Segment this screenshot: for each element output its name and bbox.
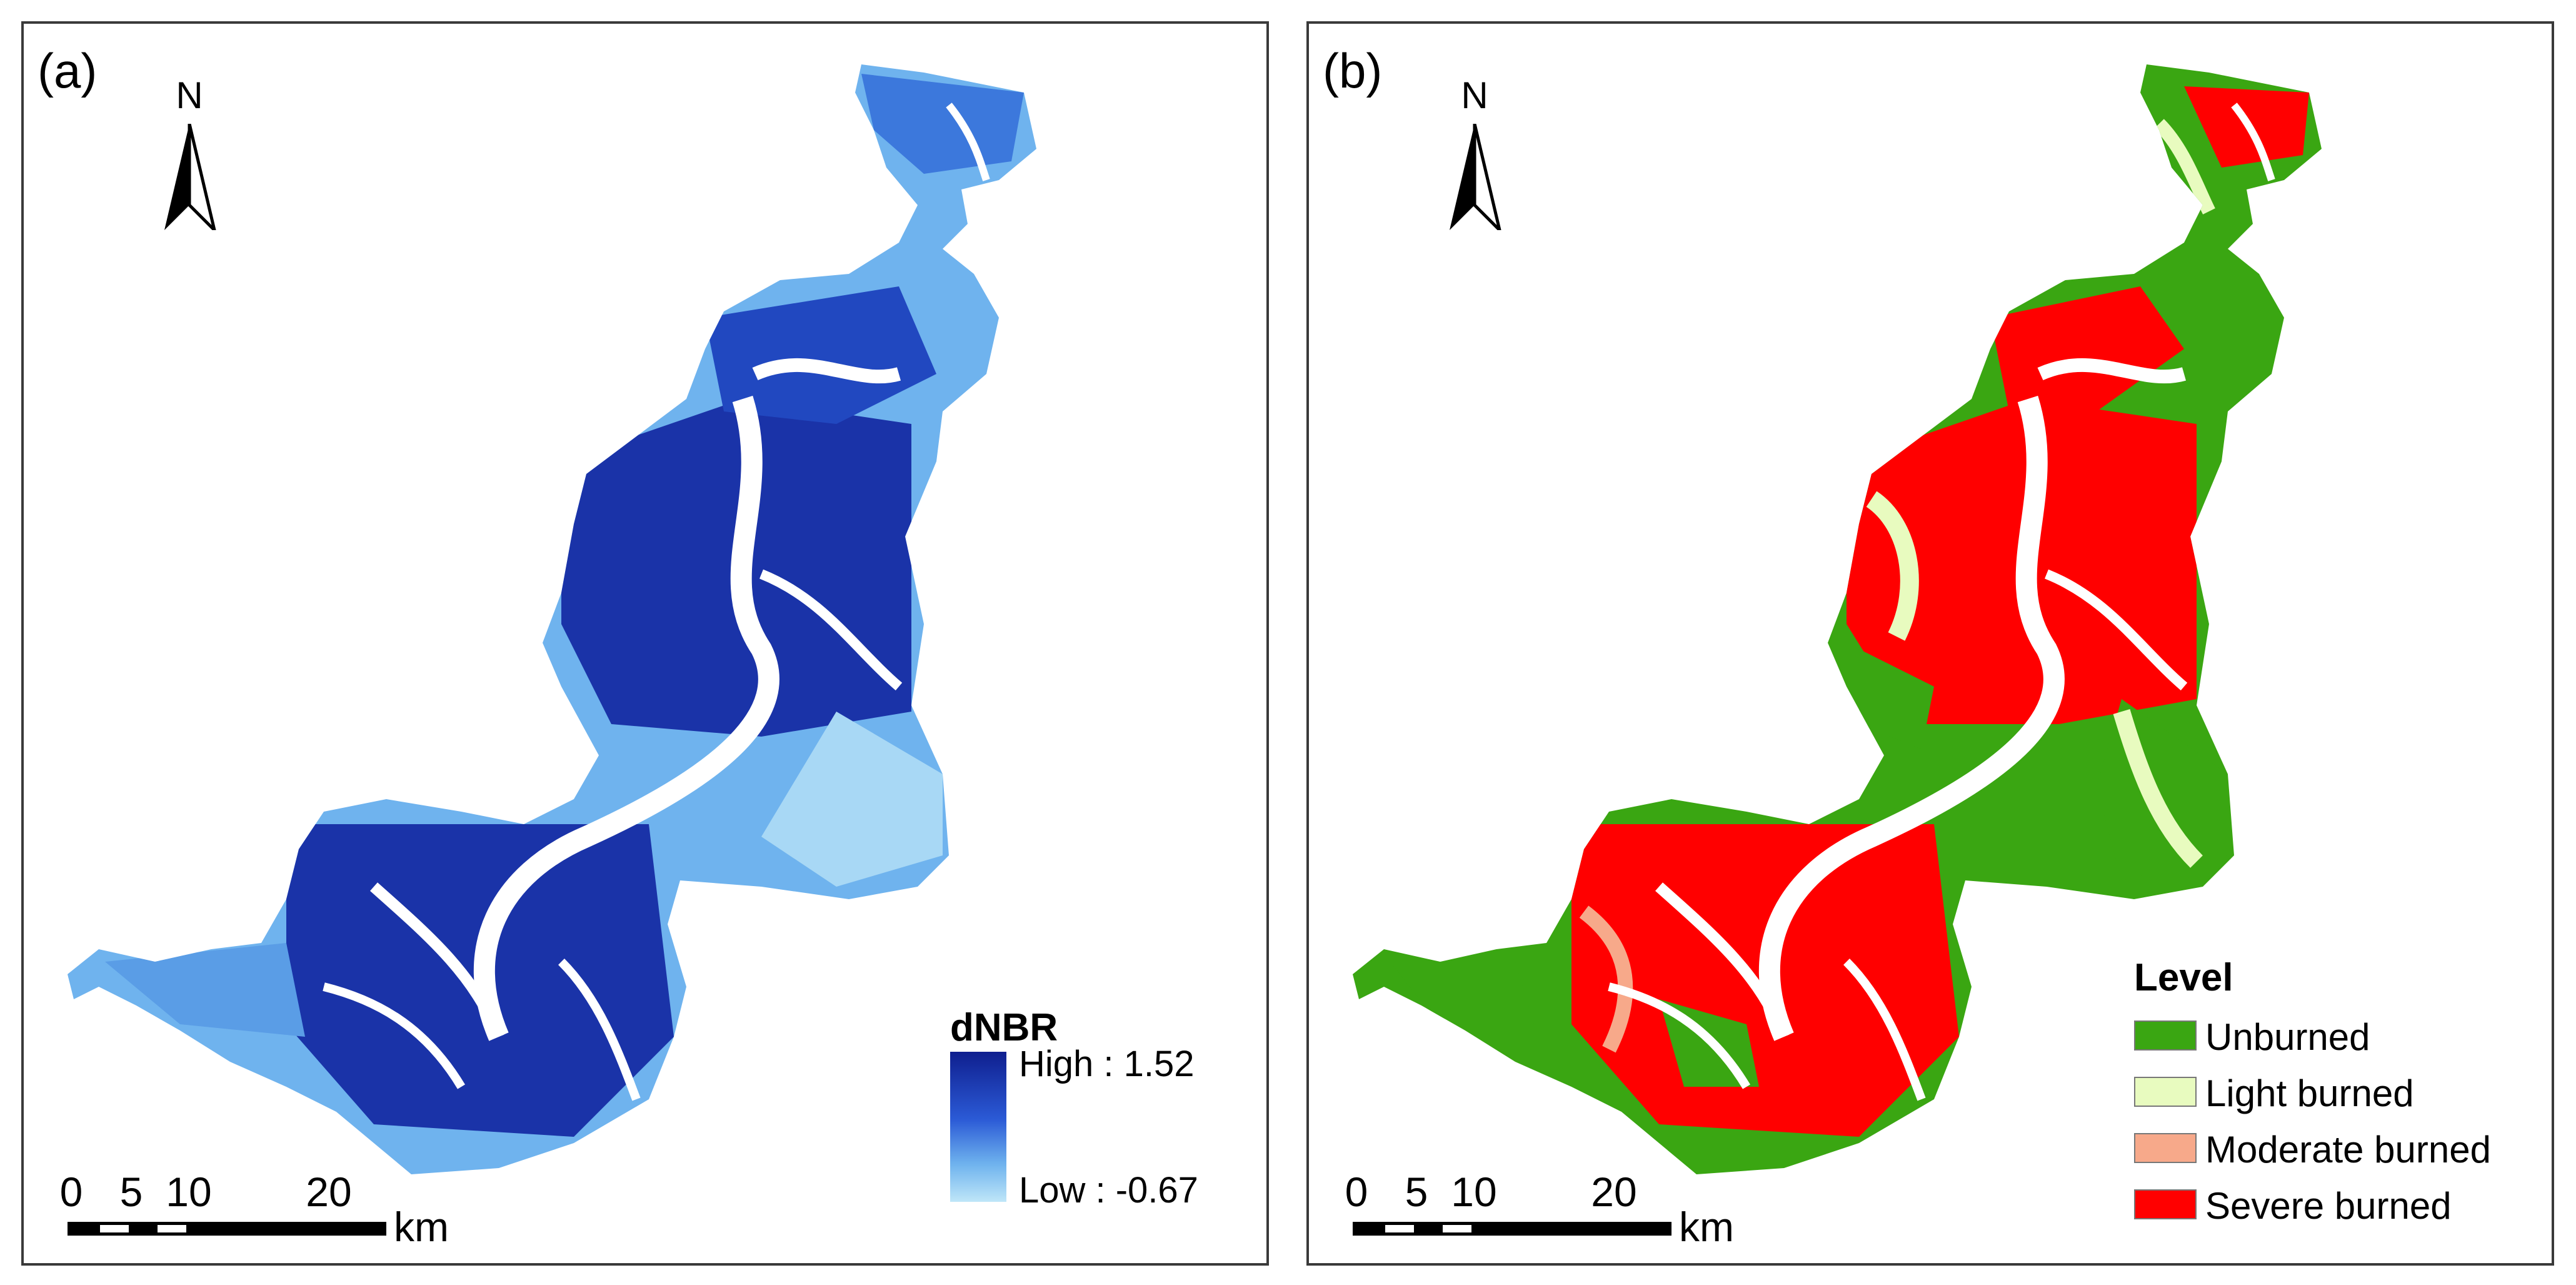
- panel-label: (b): [1323, 43, 1383, 98]
- map-panel-dnbr: (a) N 0 5 10 20 km dNBR High : 1.52 Low …: [21, 21, 1269, 1266]
- legend-label: Unburned: [2205, 1016, 2370, 1058]
- scale-bar: 0 5 10 20 km: [60, 1168, 449, 1256]
- scale-tick: 5: [119, 1169, 143, 1215]
- scale-tick: 5: [1405, 1169, 1428, 1215]
- legend-label: Severe burned: [2205, 1185, 2452, 1227]
- scale-tick: 20: [306, 1169, 352, 1215]
- scale-tick: 10: [1451, 1169, 1497, 1215]
- north-label: N: [1461, 74, 1488, 116]
- scale-unit: km: [394, 1204, 449, 1250]
- legend-low-label: Low : -0.67: [1019, 1170, 1198, 1211]
- burn-severity-map: [1353, 64, 2322, 1174]
- legend-title: dNBR: [950, 1006, 1058, 1049]
- dnbr-color-ramp: [950, 1052, 1006, 1202]
- north-arrow-icon: [1450, 124, 1501, 230]
- scale-tick: 0: [59, 1169, 83, 1215]
- north-arrow: N: [152, 74, 227, 236]
- north-arrow: N: [1437, 74, 1512, 236]
- scale-tick: 20: [1591, 1169, 1637, 1215]
- map-panel-burn-level: (b) N 0 5 10 20 km Level Unburned Light …: [1306, 21, 2554, 1266]
- north-label: N: [176, 74, 203, 116]
- burn-level-legend: Level Unburned Light burned Moderate bur…: [2134, 955, 2547, 1256]
- scale-bar: 0 5 10 20 km: [1345, 1168, 1734, 1256]
- legend-title: Level: [2134, 956, 2233, 999]
- legend-swatch: [2134, 1077, 2197, 1107]
- dnbr-legend: dNBR High : 1.52 Low : -0.67: [950, 1005, 1263, 1231]
- legend-label: Light burned: [2205, 1072, 2414, 1114]
- legend-item-moderate-burned: Moderate burned: [2134, 1123, 2547, 1173]
- scale-tick: 10: [166, 1169, 212, 1215]
- legend-swatch: [2134, 1189, 2197, 1219]
- scale-bar-graphic: [68, 1222, 386, 1236]
- legend-item-light-burned: Light burned: [2134, 1067, 2547, 1117]
- legend-swatch: [2134, 1020, 2197, 1051]
- legend-item-unburned: Unburned: [2134, 1010, 2547, 1061]
- legend-label: Moderate burned: [2205, 1129, 2491, 1171]
- legend-high-label: High : 1.52: [1019, 1044, 1195, 1084]
- legend-swatch: [2134, 1133, 2197, 1163]
- legend-item-severe-burned: Severe burned: [2134, 1179, 2547, 1229]
- panel-label: (a): [38, 43, 98, 98]
- scale-unit: km: [1679, 1204, 1734, 1250]
- burn-area-map-dnbr: [68, 64, 1036, 1174]
- scale-bar-graphic: [1353, 1222, 1671, 1236]
- north-arrow-icon: [164, 124, 216, 230]
- scale-tick: 0: [1345, 1169, 1368, 1215]
